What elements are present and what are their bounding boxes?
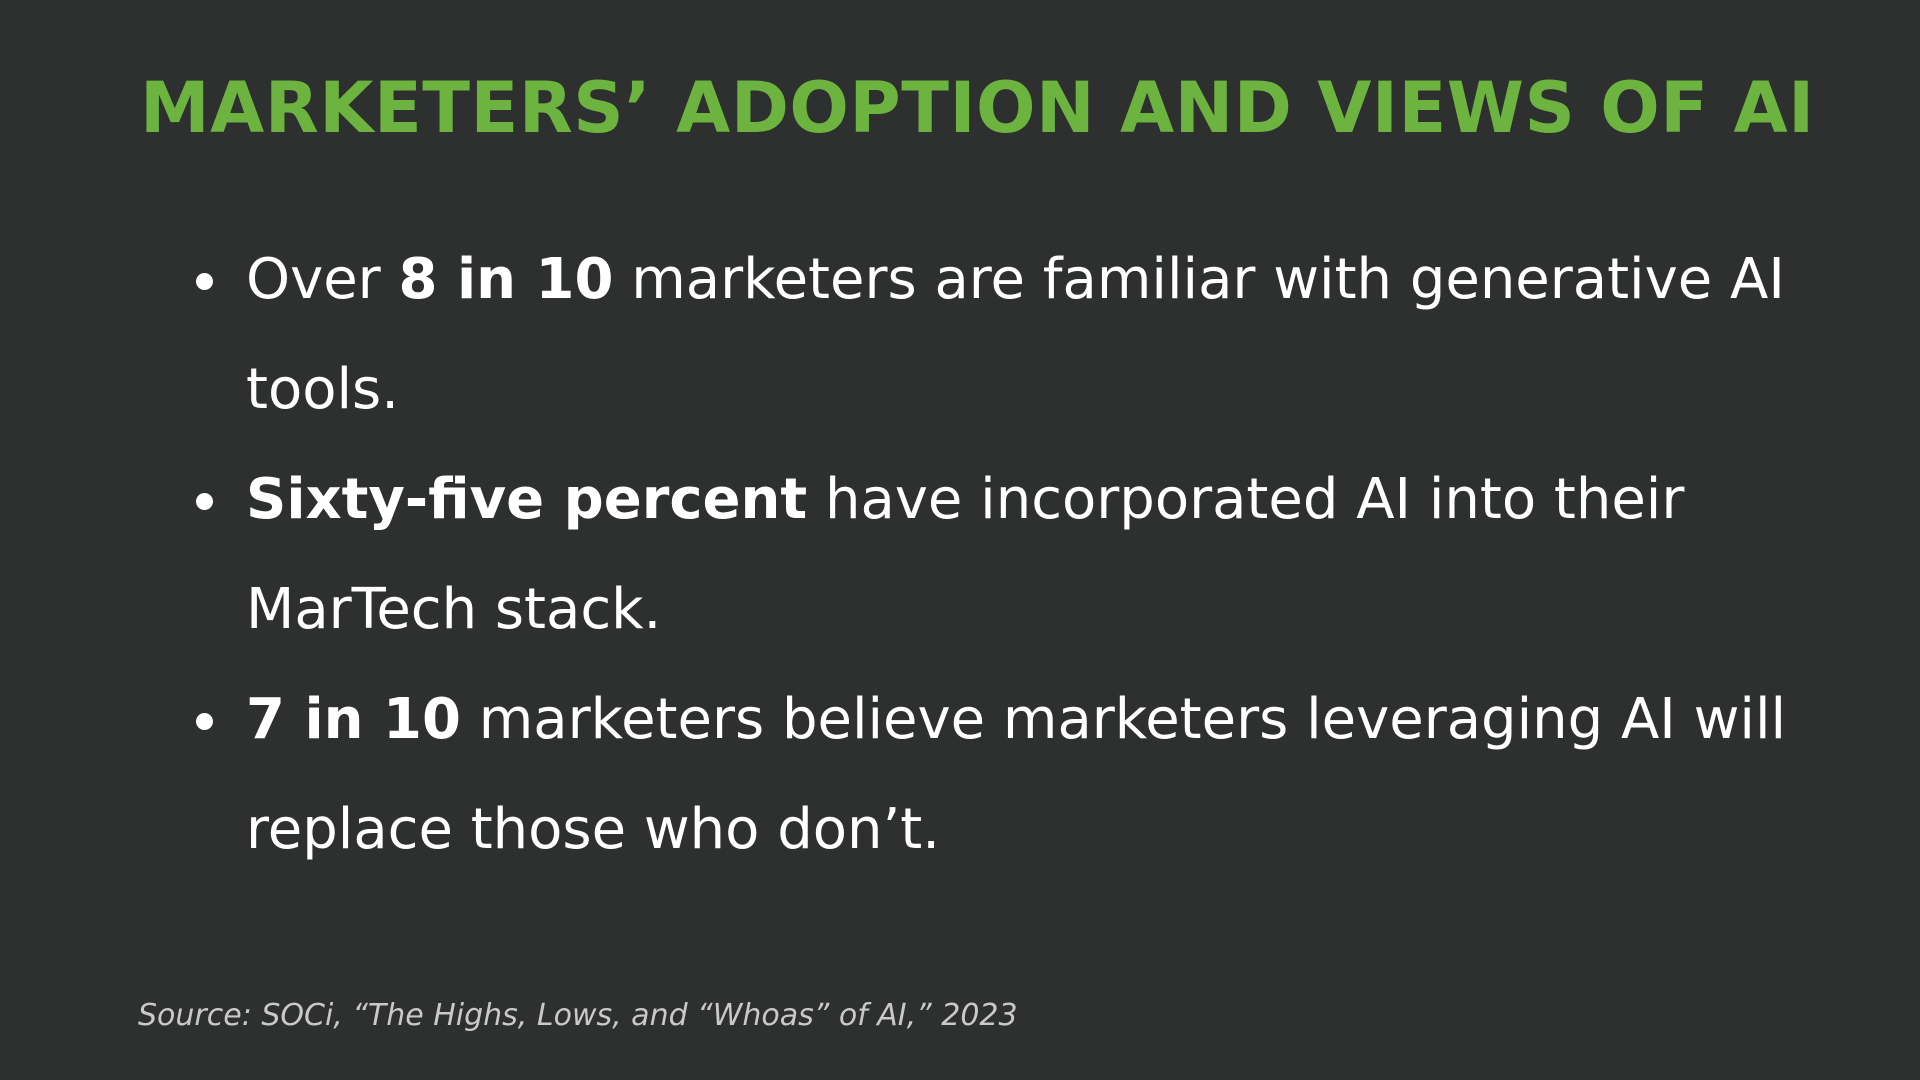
bullet-prefix: Over [246, 247, 399, 312]
bullet-item-familiar: Over 8 in 10 marketers are familiar with… [190, 225, 1790, 445]
bullet-highlight: 8 in 10 [398, 247, 614, 312]
slide-title: MARKETERS’ ADOPTION AND VIEWS OF AI [140, 67, 1815, 149]
bullet-dot-icon [196, 273, 213, 290]
source-citation: Source: SOCi, “The Highs, Lows, and “Who… [138, 998, 1018, 1033]
bullet-item-incorporated: Sixty-five percent have incorporated AI … [190, 445, 1790, 665]
bullet-highlight: Sixty-five percent [246, 467, 808, 532]
bullet-dot-icon [196, 493, 213, 510]
bullet-list: Over 8 in 10 marketers are familiar with… [190, 225, 1790, 885]
bullet-text: have incorporated AI into their MarTech … [246, 467, 1685, 642]
bullet-text: marketers are familiar with generative A… [246, 247, 1785, 422]
bullet-dot-icon [196, 713, 213, 730]
bullet-item-replace: 7 in 10 marketers believe marketers leve… [190, 665, 1790, 885]
bullet-highlight: 7 in 10 [246, 687, 461, 752]
bullet-text: marketers believe marketers leveraging A… [246, 687, 1787, 862]
